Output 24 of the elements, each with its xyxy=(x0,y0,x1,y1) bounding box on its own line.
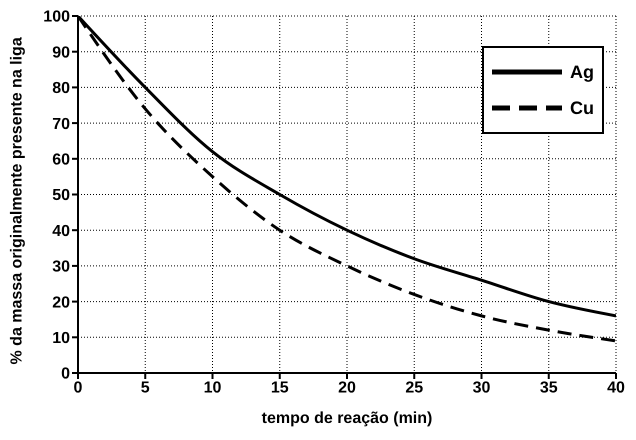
y-tick-label: 30 xyxy=(52,258,70,276)
legend-label: Ag xyxy=(570,62,594,82)
y-tick-label: 60 xyxy=(52,151,70,168)
x-axis-title: tempo de reação (min) xyxy=(262,410,432,427)
y-tick-label: 20 xyxy=(52,294,70,312)
x-tick-label: 40 xyxy=(607,379,625,396)
legend-label: Cu xyxy=(570,98,594,118)
x-tick-label: 25 xyxy=(405,379,424,396)
y-tick-label: 0 xyxy=(61,366,70,383)
y-tick-label: 40 xyxy=(52,222,70,240)
y-axis-title: % da massa originalmente presente na liga xyxy=(8,37,26,364)
x-tick-label: 30 xyxy=(472,379,490,396)
x-tick-label: 20 xyxy=(338,379,356,396)
y-tick-label: 50 xyxy=(52,187,70,204)
x-tick-label: 5 xyxy=(140,379,150,396)
y-tick-label: 80 xyxy=(52,80,70,98)
x-tick-label: 35 xyxy=(540,379,558,396)
y-tick-label: 90 xyxy=(52,44,70,62)
y-tick-label: 10 xyxy=(52,330,70,347)
y-tick-label: 100 xyxy=(43,8,70,26)
x-tick-label: 0 xyxy=(74,379,83,396)
x-tick-label: 10 xyxy=(204,379,222,396)
y-tick-label: 70 xyxy=(52,116,70,133)
x-tick-label: 15 xyxy=(270,379,289,396)
